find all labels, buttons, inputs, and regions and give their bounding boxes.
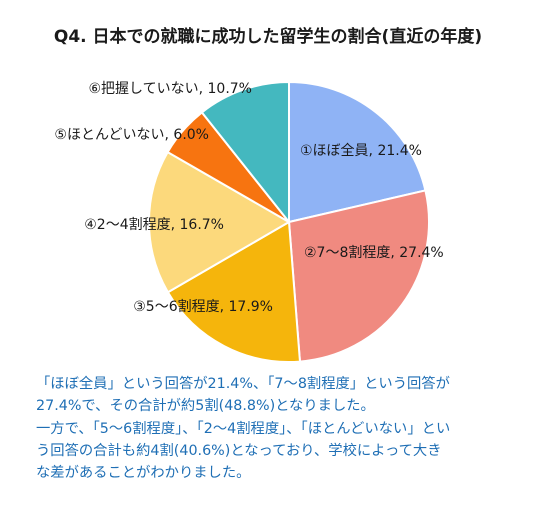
chart-title: Q4. 日本での就職に成功した留学生の割合(直近の年度) [53, 27, 483, 47]
pie-chart: ①ほぼ全員, 21.4% ②7～8割程度, 27.4% ③5～6割程度, 17.9%… [54, 80, 444, 363]
caption-line: な差があることがわかりました。 [36, 465, 251, 482]
caption-line: 27.4%で、その合計が約5割(48.8%)となりました。 [36, 398, 375, 415]
pie-slice [166, 220, 302, 363]
slice-label: ④2～4割程度, 16.7% [84, 216, 224, 233]
caption-line: 「ほぼ全員」という回答が21.4%、「7～8割程度」という回答が [36, 376, 450, 392]
slice-label: ③5～6割程度, 17.9% [133, 298, 273, 315]
pie-slice [288, 80, 427, 224]
slice-label: ⑤ほとんどいない, 6.0% [54, 127, 209, 143]
pie-slices [148, 80, 430, 363]
pie-slice [200, 80, 290, 225]
slice-label: ②7～8割程度, 27.4% [304, 244, 444, 261]
slice-label: ⑥把握していない, 10.7% [88, 81, 252, 97]
caption-text: 「ほぼ全員」という回答が21.4%、「7～8割程度」という回答が 27.4%で、… [36, 373, 514, 484]
caption-line: う回答の合計も約4割(40.6%)となっており、学校によって大き [36, 442, 442, 459]
slice-label: ①ほぼ全員, 21.4% [300, 142, 422, 159]
pie-labels: ①ほぼ全員, 21.4% ②7～8割程度, 27.4% ③5～6割程度, 17.9%… [54, 81, 443, 315]
pie-slice [287, 189, 430, 363]
pie-slice [148, 150, 291, 294]
caption-line: 一方で、「5～6割程度」、「2～4割程度」、「ほとんどいない」とい [36, 420, 451, 437]
